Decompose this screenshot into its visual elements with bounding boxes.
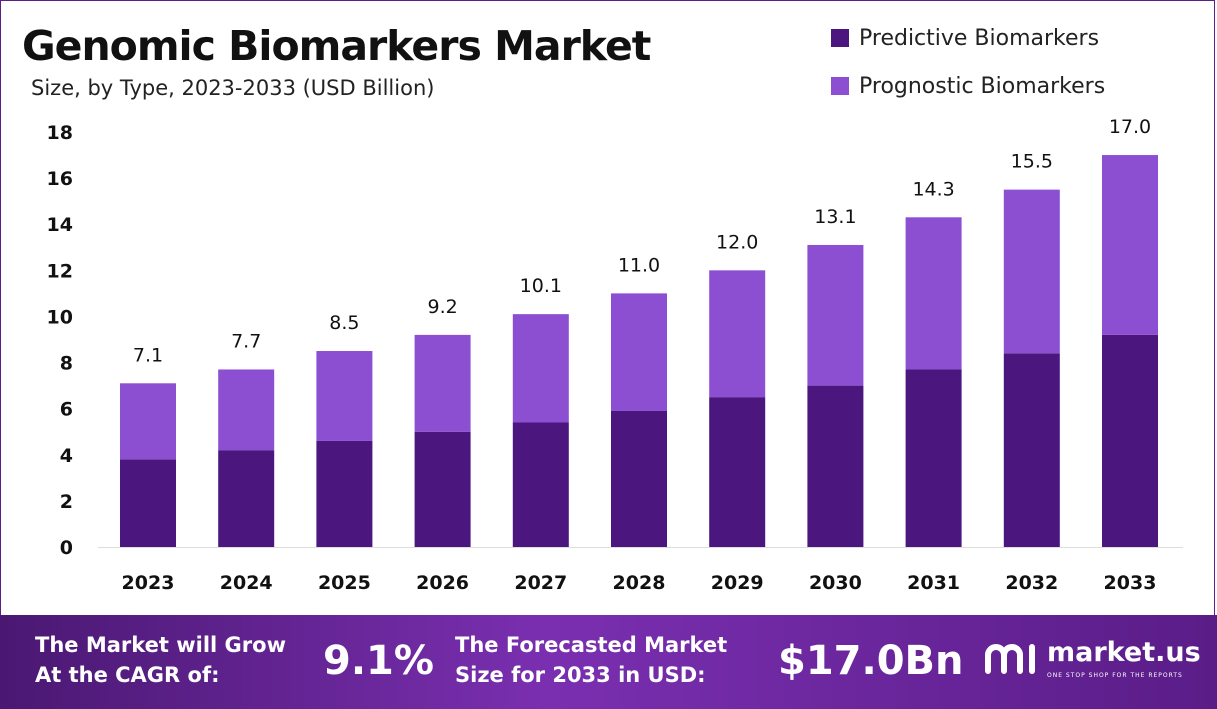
legend-label-predictive: Predictive Biomarkers [859, 25, 1100, 51]
legend-item-predictive: Predictive Biomarkers [831, 25, 1105, 51]
bar-prognostic [709, 270, 766, 398]
y-tick-label: 12 [47, 260, 73, 282]
bar-prognostic [1003, 189, 1060, 354]
legend-item-prognostic: Prognostic Biomarkers [831, 73, 1106, 99]
x-tick-label: 2027 [514, 572, 567, 594]
legend-swatch-prognostic [831, 77, 849, 95]
y-tick-label: 4 [60, 445, 73, 467]
stacked-bar-chart: 0 2 4 6 8 10 12 14 16 18 7.1 2023 7.7 2024 8.5 2025 9.2 2… [47, 116, 1183, 594]
bar-predictive [512, 422, 569, 547]
x-tick-label: 2030 [809, 572, 862, 594]
y-tick-label: 14 [47, 214, 73, 236]
bar-prognostic [512, 314, 569, 423]
bar-total-label: 9.2 [427, 296, 457, 318]
bar-total-label: 17.0 [1109, 116, 1151, 138]
x-tick-label: 2024 [220, 572, 273, 594]
x-tick-label: 2025 [318, 572, 371, 594]
bar-prognostic [905, 217, 962, 370]
bar-total-label: 11.0 [618, 254, 660, 276]
cagr-text-line1: The Market will Grow [35, 633, 286, 657]
bar-predictive [1102, 334, 1158, 547]
y-tick-label: 10 [47, 306, 73, 328]
bar-prognostic [1102, 155, 1158, 335]
bar-predictive [807, 385, 864, 547]
y-tick-label: 2 [60, 491, 73, 513]
forecast-text-line2: Size for 2033 in USD: [455, 663, 706, 687]
bar-predictive [120, 459, 176, 547]
cagr-text-line2: At the CAGR of: [35, 663, 220, 687]
brand-name: market.us [1047, 637, 1201, 668]
y-tick-label: 6 [60, 399, 73, 421]
y-tick-label: 16 [47, 168, 73, 190]
bar-predictive [905, 369, 962, 547]
x-tick-label: 2029 [711, 572, 764, 594]
bar-prognostic [414, 334, 471, 432]
x-tick-label: 2031 [907, 572, 960, 594]
bar-total-label: 7.7 [231, 330, 261, 352]
x-tick-label: 2026 [416, 572, 469, 594]
footer-banner: The Market will Grow At the CAGR of: 9.1… [0, 615, 1217, 709]
forecast-text-line1: The Forecasted Market [455, 633, 728, 657]
bar-total-label: 10.1 [520, 275, 562, 297]
cagr-value: 9.1% [323, 638, 434, 684]
x-tick-label: 2033 [1104, 572, 1157, 594]
bar-predictive [218, 450, 275, 547]
bar-predictive [316, 440, 373, 547]
bar-prognostic [316, 351, 373, 441]
y-tick-label: 0 [60, 537, 73, 559]
bar-predictive [709, 397, 766, 547]
y-tick-label: 18 [47, 122, 73, 144]
legend-label-prognostic: Prognostic Biomarkers [859, 73, 1106, 99]
chart-title: Genomic Biomarkers Market [22, 22, 651, 70]
bar-total-label: 13.1 [814, 206, 856, 228]
bar-prognostic [120, 383, 176, 460]
x-tick-label: 2032 [1005, 572, 1058, 594]
legend: Predictive Biomarkers Prognostic Biomark… [831, 26, 1105, 122]
bar-predictive [1003, 353, 1060, 547]
chart-subtitle: Size, by Type, 2023-2033 (USD Billion) [31, 76, 435, 100]
bar-total-label: 7.1 [133, 344, 163, 366]
bar-predictive [414, 431, 471, 547]
y-tick-label: 8 [60, 353, 73, 375]
bar-total-label: 14.3 [912, 178, 954, 200]
market-us-logo-icon [985, 644, 1035, 674]
bar-prognostic [611, 293, 667, 411]
bar-prognostic [218, 369, 275, 451]
legend-swatch-predictive [831, 29, 849, 47]
x-tick-label: 2023 [122, 572, 175, 594]
bar-total-label: 8.5 [329, 312, 359, 334]
bar-total-label: 12.0 [716, 231, 758, 253]
bar-prognostic [807, 244, 864, 386]
forecast-value: $17.0Bn [778, 638, 964, 684]
bar-predictive [611, 410, 667, 547]
x-tick-label: 2028 [613, 572, 666, 594]
brand-tagline: ONE STOP SHOP FOR THE REPORTS [1047, 672, 1183, 679]
bar-total-label: 15.5 [1011, 151, 1053, 173]
